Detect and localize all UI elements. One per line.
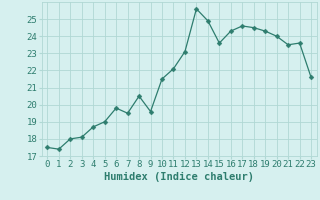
X-axis label: Humidex (Indice chaleur): Humidex (Indice chaleur) (104, 172, 254, 182)
